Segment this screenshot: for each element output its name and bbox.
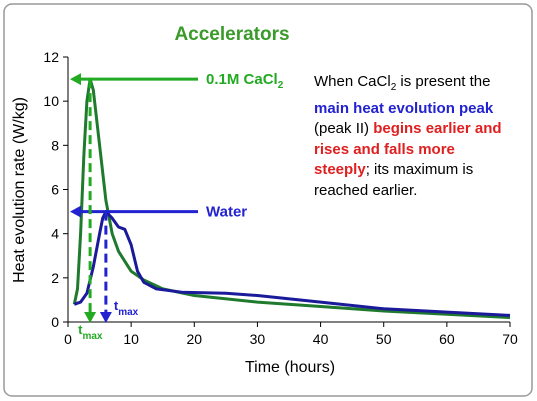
annotation-sub: 2 xyxy=(278,80,284,91)
annotation-text: 0.1M CaCl xyxy=(206,71,278,88)
x-axis-label: Time (hours) xyxy=(245,359,335,376)
y-tick-label: 8 xyxy=(51,137,59,153)
x-tick-label: 20 xyxy=(186,331,202,347)
arrow-head xyxy=(99,312,112,323)
description-run: is present the xyxy=(396,73,491,90)
description-run: 2 xyxy=(390,82,397,93)
x-tick-label: 50 xyxy=(376,331,392,347)
arrow-head xyxy=(84,312,97,323)
description-run: ; its maximum is reached earlier. xyxy=(314,161,474,199)
description-run: begins earlier and rises and falls more … xyxy=(314,120,502,178)
tmax-label: tmax xyxy=(78,322,103,342)
frame xyxy=(3,3,533,397)
arrow-head xyxy=(70,205,81,218)
tmax-sub: max xyxy=(82,331,102,342)
description-run: When CaCl xyxy=(314,73,391,90)
chart-title: Accelerators xyxy=(174,24,289,45)
tmax-label: tmax xyxy=(114,298,139,318)
series-line xyxy=(73,210,511,317)
series-line xyxy=(72,77,511,320)
annotation-label: 0.1M CaCl2 xyxy=(206,71,284,91)
x-tick-label: 30 xyxy=(250,331,266,347)
y-tick-label: 0 xyxy=(51,314,59,330)
tmax-text: t xyxy=(78,322,83,337)
y-axis-label: Heat evolution rate (W/kg) xyxy=(11,97,28,283)
description-run: main heat evolution peak xyxy=(314,99,494,117)
x-tick-label: 60 xyxy=(439,331,455,347)
arrow-head xyxy=(70,73,81,86)
description-run: (peak II) xyxy=(314,120,374,137)
tmax-sub: max xyxy=(118,307,138,318)
y-tick-label: 6 xyxy=(51,182,59,198)
y-tick-label: 10 xyxy=(43,93,59,109)
x-tick-label: 10 xyxy=(123,331,139,347)
tmax-text: t xyxy=(114,298,119,313)
x-tick-label: 40 xyxy=(313,331,329,347)
y-tick-label: 2 xyxy=(51,270,59,286)
x-tick-label: 0 xyxy=(64,331,72,347)
x-tick-label: 70 xyxy=(502,331,518,347)
description: When CaCl2 is present the main heat evol… xyxy=(314,72,504,201)
y-tick-label: 12 xyxy=(43,49,59,65)
annotation-label: Water xyxy=(206,204,247,221)
annotation-text: Water xyxy=(206,204,247,221)
y-tick-label: 4 xyxy=(51,226,59,242)
